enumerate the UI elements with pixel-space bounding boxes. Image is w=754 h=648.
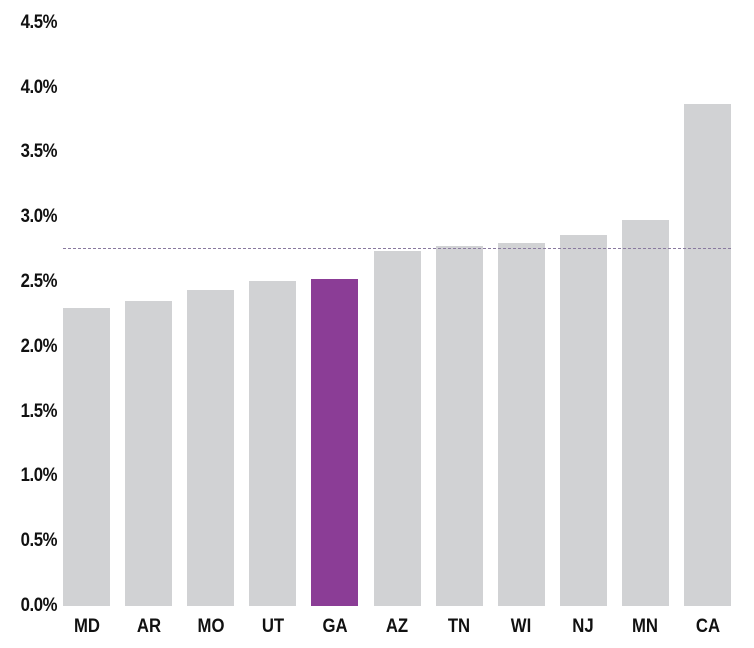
x-tick-label: MO (197, 616, 225, 637)
x-tick-label: WI (510, 616, 532, 637)
bar-mo (187, 290, 234, 606)
x-tick-label: NJ (572, 616, 594, 637)
y-tick-label: 2.0% (20, 335, 58, 357)
x-tick-label: GA (322, 616, 348, 637)
bar-ga (311, 279, 358, 606)
x-tick-label: AR (136, 616, 162, 637)
bar-mn (622, 220, 669, 606)
bar-az (374, 251, 421, 606)
bar-ca (684, 104, 731, 606)
bar-wi (498, 243, 545, 606)
bar-nj (560, 235, 607, 606)
x-tick-label: MD (73, 616, 101, 637)
x-tick-label: MN (631, 616, 659, 637)
bar-tn (436, 246, 483, 606)
x-tick-label: AZ (385, 616, 409, 637)
y-tick-label: 1.0% (20, 465, 58, 487)
x-tick-label: TN (447, 616, 471, 637)
y-tick-label: 2.5% (20, 271, 58, 292)
bar-md (63, 308, 110, 606)
y-tick-label: 0.5% (20, 530, 58, 552)
x-tick-label: CA (695, 616, 721, 637)
y-tick-label: 3.5% (20, 141, 58, 163)
x-tick-label: UT (261, 616, 285, 637)
y-tick-label: 0.0% (20, 595, 58, 616)
average-reference-line (63, 248, 731, 249)
bar-ut (249, 281, 296, 606)
bar-ar (125, 301, 172, 606)
y-tick-label: 4.5% (20, 11, 58, 33)
y-tick-label: 3.0% (20, 206, 58, 228)
y-tick-label: 4.0% (20, 76, 58, 98)
y-tick-label: 1.5% (20, 400, 58, 422)
